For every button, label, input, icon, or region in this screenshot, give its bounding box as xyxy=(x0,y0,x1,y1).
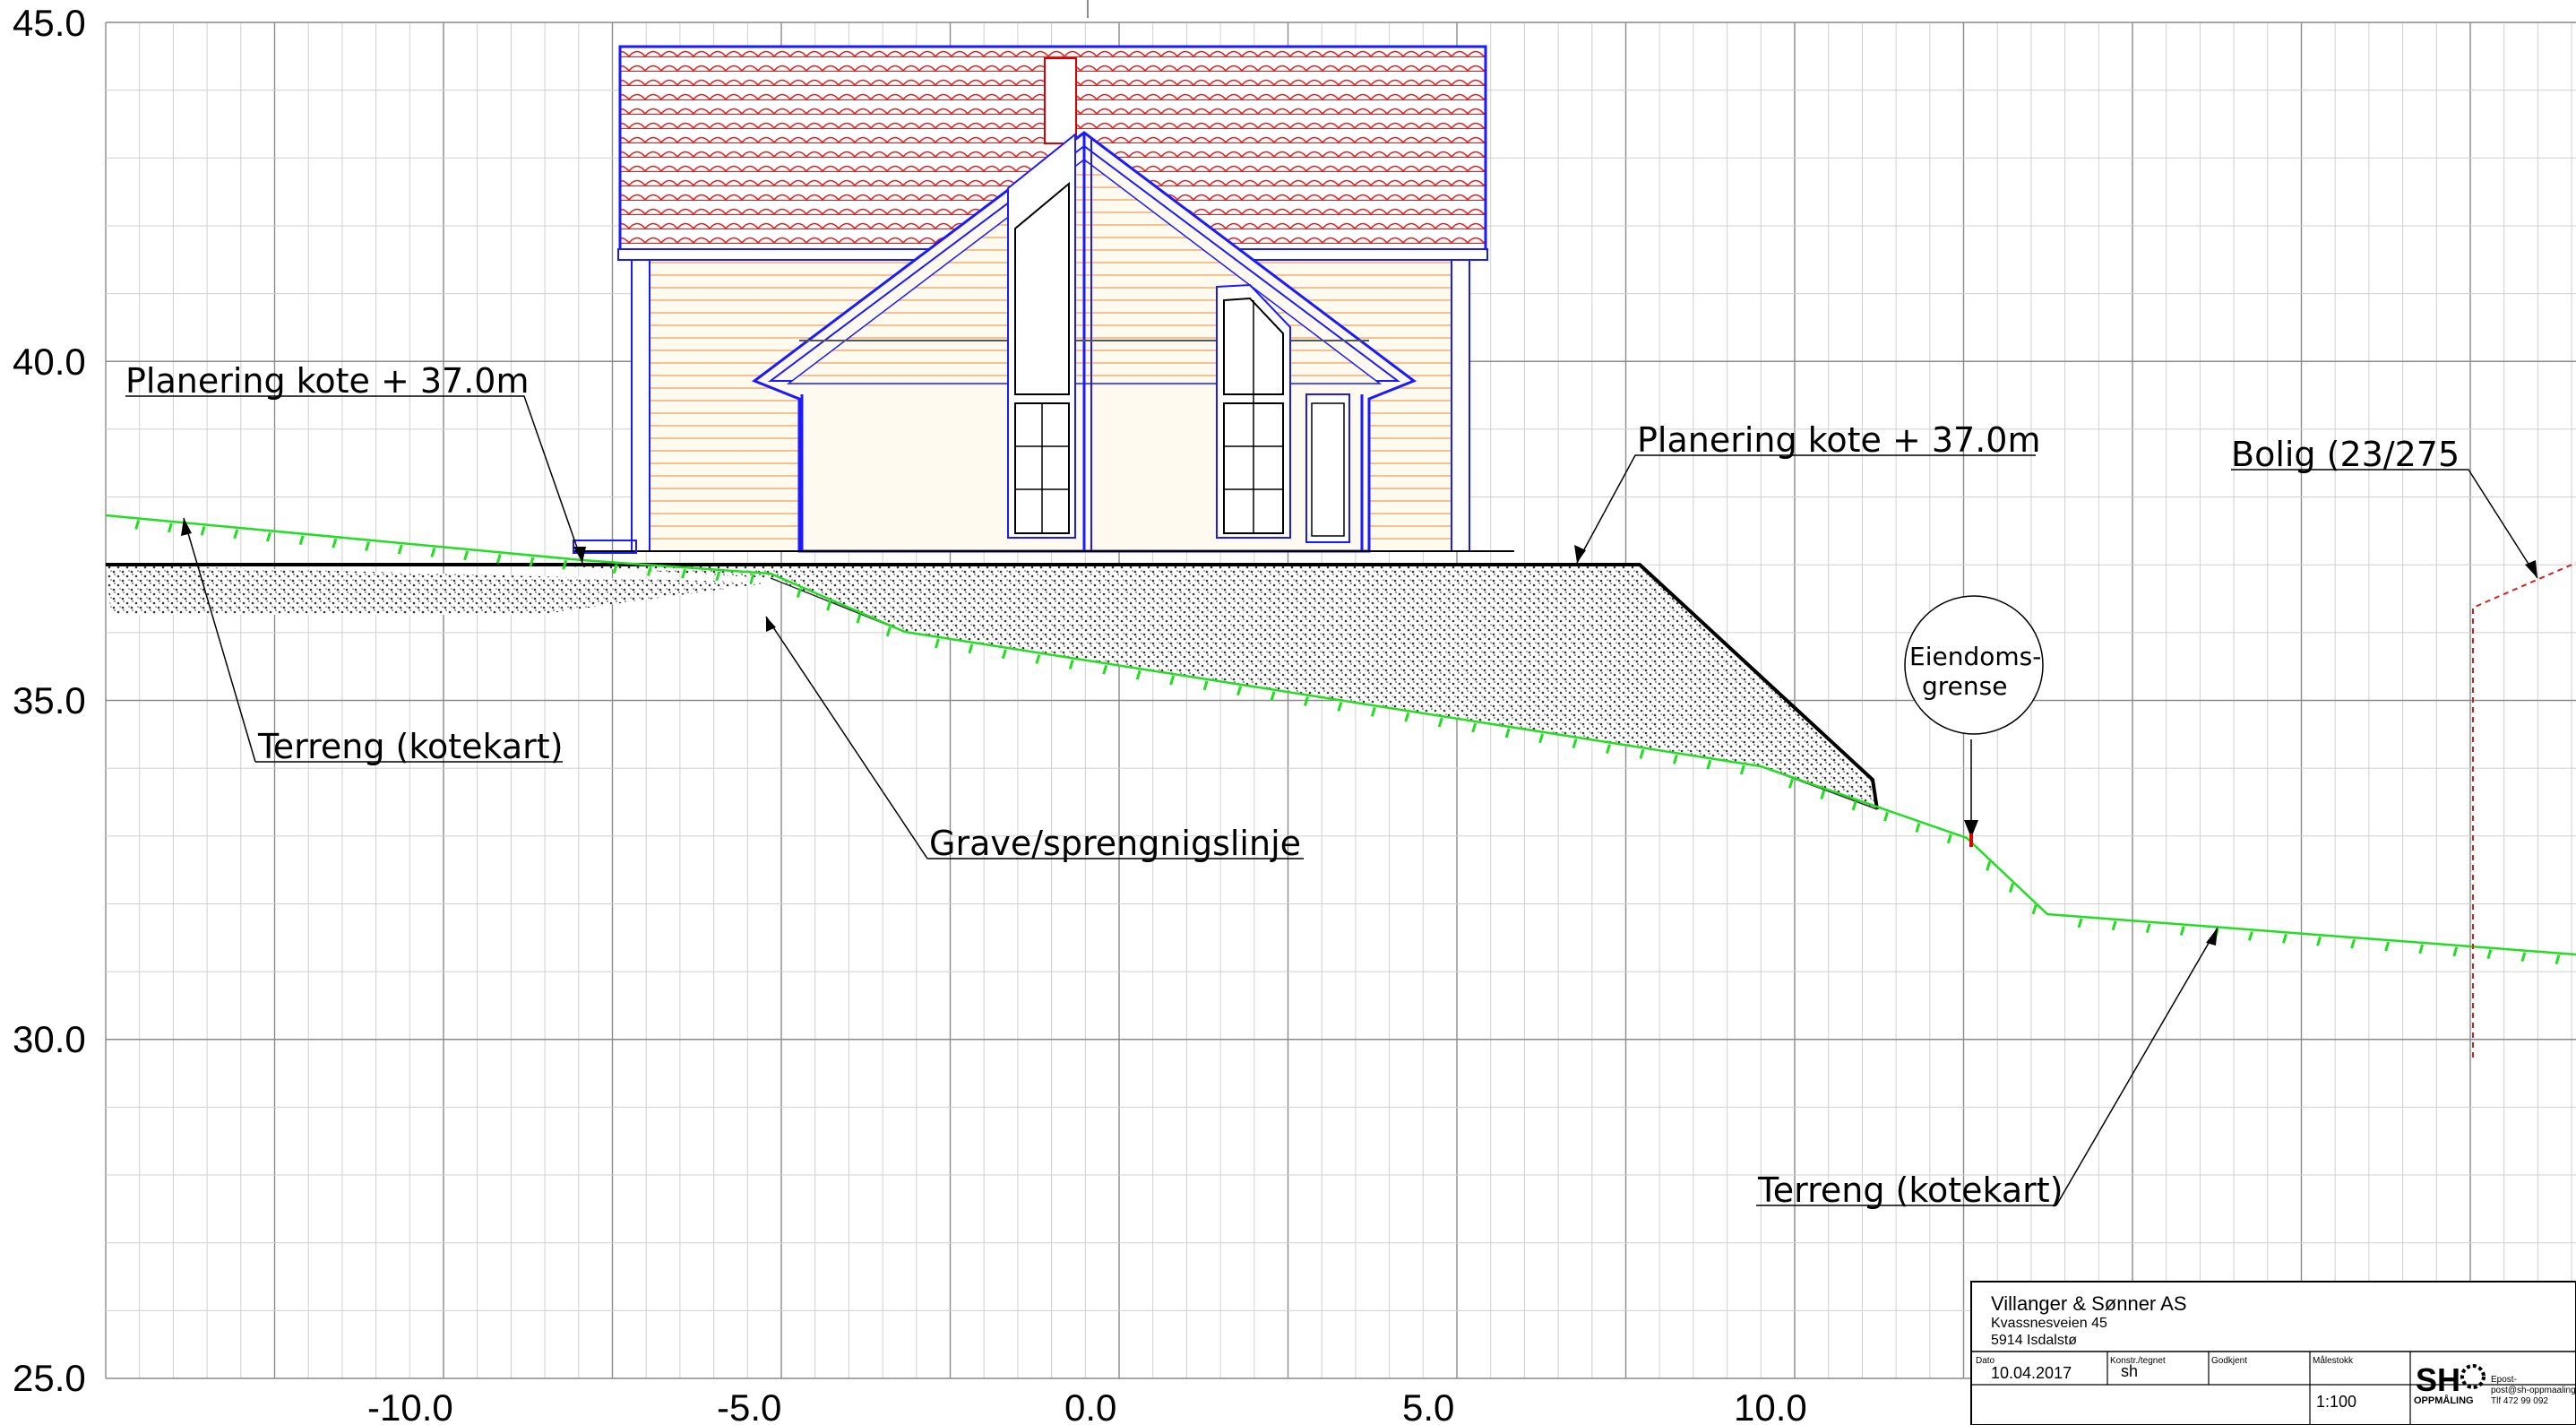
planering-left-label: Planering kote + 37.0m xyxy=(125,361,530,401)
y-tick-30: 30.0 xyxy=(13,1018,86,1060)
tb-drawn-label: Konstr./tegnet xyxy=(2110,1356,2166,1366)
y-tick-25: 25.0 xyxy=(13,1357,86,1399)
tb-logo: SH xyxy=(2416,1361,2460,1398)
eiendom-line1: Eiendoms- xyxy=(1909,642,2041,671)
y-tick-35: 35.0 xyxy=(13,679,86,721)
terrain-line xyxy=(105,514,2576,964)
x-tick-0: 0.0 xyxy=(1064,1386,1116,1425)
planering-right-label: Planering kote + 37.0m xyxy=(1637,420,2041,460)
tb-approved-label: Godkjent xyxy=(2211,1356,2247,1366)
tb-address1: Kvassnesveien 45 xyxy=(1991,1316,2107,1331)
property-boundary: Eiendoms- grense xyxy=(1904,595,2044,847)
x-tick-neg5: -5.0 xyxy=(717,1386,781,1425)
title-block: Villanger & Sønner AS Kvassnesveien 45 5… xyxy=(1970,1281,2576,1425)
neighbor-building-line xyxy=(2472,562,2576,1058)
x-tick-neg10: -10.0 xyxy=(367,1386,453,1425)
tb-scale-label: Målestokk xyxy=(2313,1355,2354,1366)
tb-contact1: Epost- xyxy=(2491,1375,2517,1385)
x-axis-labels: -10.0 -5.0 0.0 5.0 10.0 xyxy=(367,1386,1807,1425)
annotation-texts: Planering kote + 37.0m Planering kote + … xyxy=(125,361,2460,1210)
x-tick-5: 5.0 xyxy=(1402,1386,1454,1425)
property-boundary-bubble xyxy=(1904,595,2044,735)
tb-date-label: Dato xyxy=(1976,1356,1995,1366)
eiendom-line2: grense xyxy=(1922,671,2007,701)
tb-company: Villanger & Sønner AS xyxy=(1991,1292,2187,1315)
y-axis-labels: 45.0 40.0 35.0 30.0 25.0 xyxy=(13,2,86,1399)
tb-logo-sub: OPPMÅLING xyxy=(2414,1395,2474,1406)
tb-scale-value: 1:100 xyxy=(2316,1393,2356,1411)
terreng-right-label: Terreng (kotekart) xyxy=(1757,1170,2063,1210)
arrowheads xyxy=(181,518,2537,946)
y-tick-45: 45.0 xyxy=(13,2,86,44)
tb-contact2: post@sh-oppmaaling xyxy=(2491,1386,2576,1395)
house xyxy=(573,45,1514,554)
grave-label: Grave/sprengnigslinje xyxy=(929,824,1301,863)
x-tick-10: 10.0 xyxy=(1734,1386,1807,1425)
fill-mass xyxy=(106,563,1879,810)
tb-address2: 5914 Isdalstø xyxy=(1991,1333,2077,1348)
tb-contact3: Tlf 472 99 092 xyxy=(2491,1396,2548,1406)
y-tick-40: 40.0 xyxy=(13,341,86,383)
terreng-left-label: Terreng (kotekart) xyxy=(257,727,564,766)
bolig-label: Bolig (23/275 xyxy=(2231,435,2460,474)
gear-icon xyxy=(2460,1364,2486,1389)
tb-drawn-value: sh xyxy=(2121,1362,2138,1380)
chimney xyxy=(1044,57,1077,144)
tb-date-value: 10.04.2017 xyxy=(1991,1364,2072,1382)
